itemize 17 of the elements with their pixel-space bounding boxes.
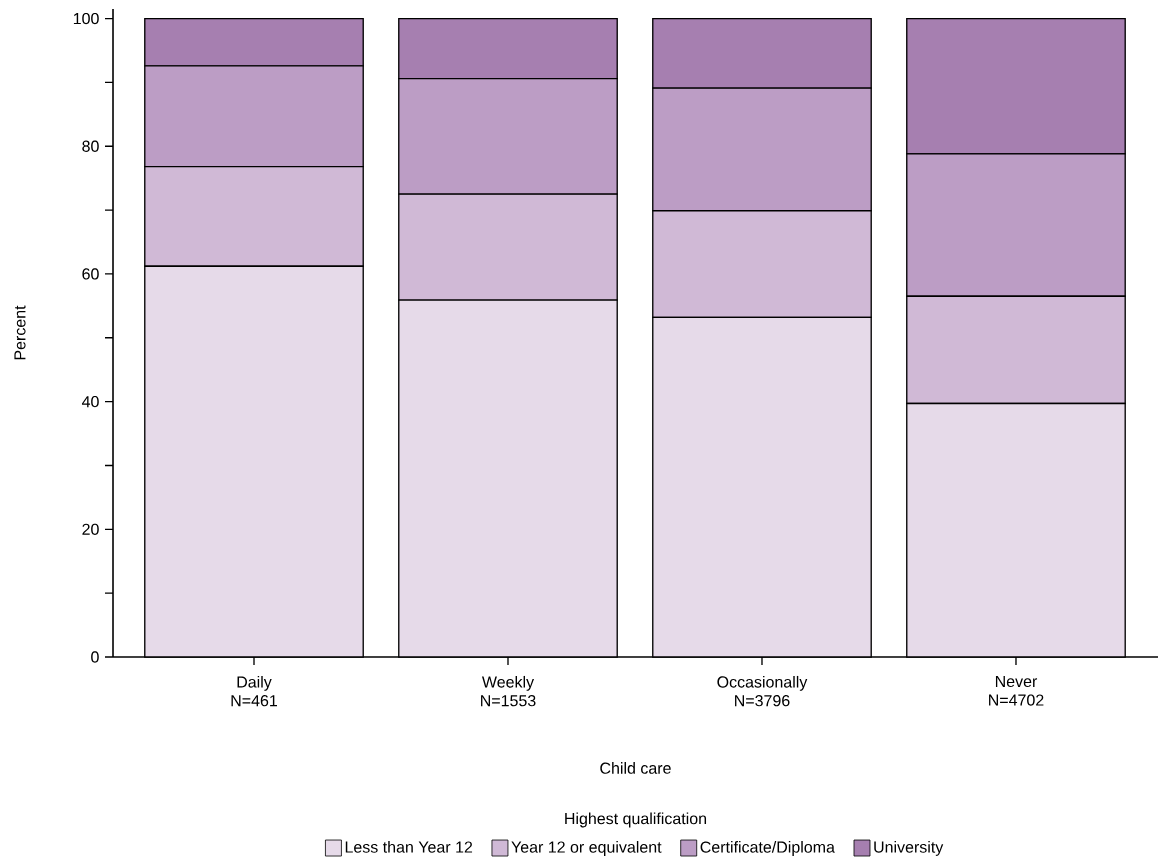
x-tick-label: Occasionally N=3796 <box>717 675 808 707</box>
legend-label: Less than Year 12 <box>345 841 473 853</box>
x-tick-label: Never N=4702 <box>989 675 1044 706</box>
y-tick-label: 60 <box>82 268 99 280</box>
x-axis-title: Child care <box>600 762 671 774</box>
y-tick-label: 80 <box>82 140 99 152</box>
y-tick-label: 40 <box>81 395 99 408</box>
y-tick-label: 100 <box>73 12 99 25</box>
x-tick-label: Weekly N=1553 <box>481 675 536 707</box>
legend-label: University <box>874 841 944 856</box>
legend-title: Highest qualification <box>565 812 707 828</box>
y-tick-label: 20 <box>82 523 99 535</box>
legend-label: Year 12 or equivalent <box>511 841 662 856</box>
legend-label: Certificate/Diploma <box>700 841 835 856</box>
x-tick-label: Daily N=461 <box>231 675 277 707</box>
y-axis-title: Percent <box>14 305 26 360</box>
y-tick-label: 0 <box>91 651 99 663</box>
